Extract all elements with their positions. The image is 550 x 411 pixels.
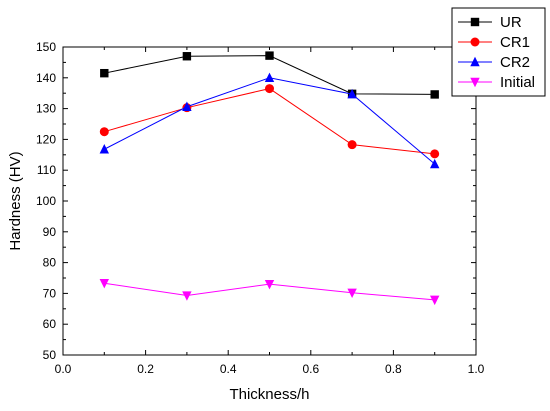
data-point-cr1 xyxy=(265,84,274,94)
x-axis: 0.0 0.2 0.4 0.6 0.8 1.0 xyxy=(55,47,485,376)
data-point-cr1 xyxy=(347,140,357,150)
x-tick-label: 1.0 xyxy=(468,362,485,376)
legend-label-ur: UR xyxy=(500,14,522,31)
data-point-cr1 xyxy=(430,149,440,159)
legend-marker-cr1 xyxy=(470,37,480,47)
data-point-ur xyxy=(265,51,274,60)
series-line-cr1 xyxy=(104,88,435,155)
y-tick-label: 140 xyxy=(36,71,56,85)
y-tick-label: 50 xyxy=(43,348,57,362)
y-tick-label: 60 xyxy=(43,317,57,331)
legend-marker-initial xyxy=(470,77,480,88)
data-point-initial xyxy=(430,295,440,306)
y-tick-label: 80 xyxy=(43,256,57,270)
y-tick-label: 130 xyxy=(36,102,56,116)
x-tick-label: 0.6 xyxy=(302,362,319,376)
legend-label-initial: Initial xyxy=(500,74,535,91)
legend-label-cr2: CR2 xyxy=(500,54,530,71)
data-point-cr2 xyxy=(347,88,357,99)
legend-box xyxy=(451,7,546,97)
series-cr1 xyxy=(99,84,440,159)
x-tick-label: 0.8 xyxy=(385,362,402,376)
data-point-ur xyxy=(430,90,439,99)
y-tick-label: 70 xyxy=(43,286,57,300)
series-initial xyxy=(99,279,440,306)
legend-label-cr1: CR1 xyxy=(500,34,530,51)
data-point-initial xyxy=(264,279,275,290)
data-point-cr2 xyxy=(182,101,192,111)
legend-marker-ur xyxy=(470,17,480,27)
legend-entry-ur: UR xyxy=(458,14,522,31)
x-tick-label: 0.0 xyxy=(55,362,72,376)
x-axis-title: Thickness/h xyxy=(229,386,309,403)
y-axis-title: Hardness (HV) xyxy=(7,151,24,250)
plot-area xyxy=(62,46,477,356)
legend: UR CR1 CR2 Initial xyxy=(451,7,546,97)
legend-entry-cr1: CR1 xyxy=(458,34,530,51)
data-point-cr1 xyxy=(99,127,109,137)
data-point-ur xyxy=(182,52,192,61)
y-tick-label: 150 xyxy=(36,40,56,54)
y-axis: 50 60 70 80 90 100 110 120 130 140 150 xyxy=(36,40,476,362)
y-tick-label: 110 xyxy=(37,163,56,177)
x-tick-label: 0.4 xyxy=(220,362,237,376)
data-point-initial xyxy=(99,279,109,289)
legend-entry-initial: Initial xyxy=(458,74,535,91)
data-point-cr2 xyxy=(99,144,109,154)
legend-entry-cr2: CR2 xyxy=(458,54,530,71)
y-tick-label: 120 xyxy=(36,132,56,146)
series-cr2 xyxy=(99,72,440,169)
data-point-cr2 xyxy=(264,72,275,82)
data-point-ur xyxy=(100,68,109,78)
data-point-initial xyxy=(182,291,192,301)
y-tick-label: 90 xyxy=(43,225,57,239)
series-layer xyxy=(99,51,440,306)
y-tick-label: 100 xyxy=(36,194,56,208)
data-point-initial xyxy=(347,288,357,298)
x-tick-label: 0.2 xyxy=(137,362,154,376)
data-point-cr2 xyxy=(430,158,440,169)
legend-marker-cr2 xyxy=(470,56,480,67)
